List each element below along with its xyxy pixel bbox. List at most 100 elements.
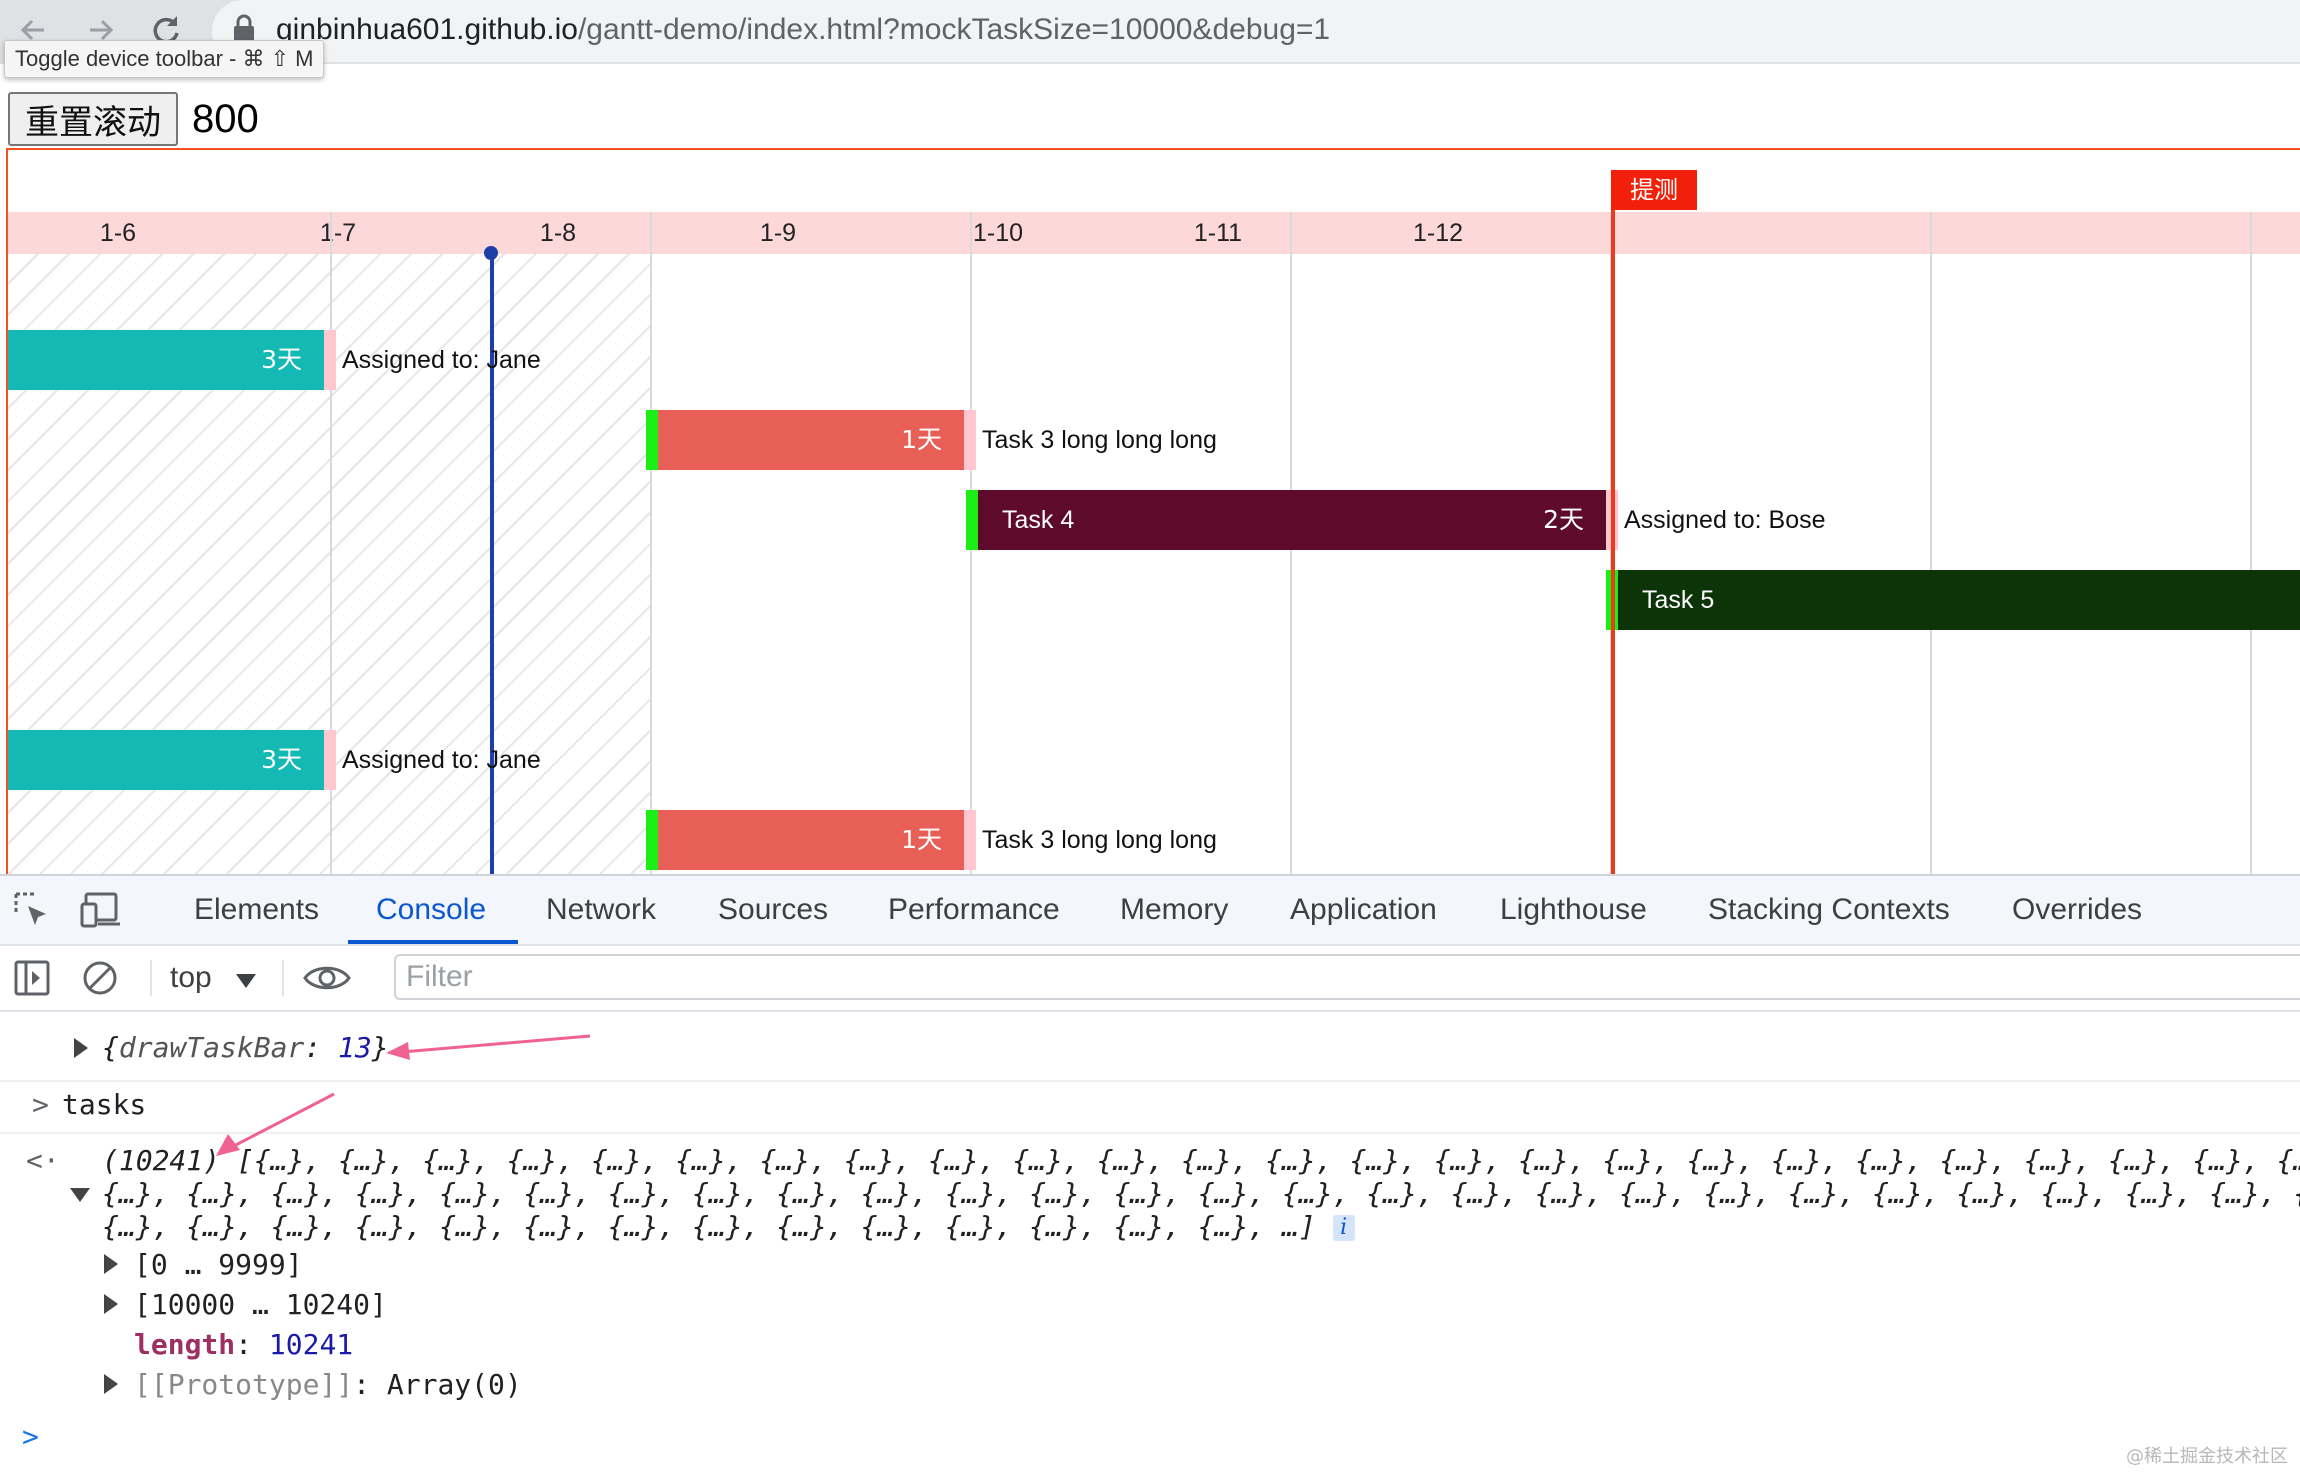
- log-value: 13: [338, 1031, 372, 1064]
- resize-handle-right[interactable]: [964, 410, 976, 470]
- grid-line: [2250, 212, 2252, 876]
- today-line: [490, 252, 494, 876]
- date-cell: 1-10: [972, 219, 1024, 247]
- url-host: qinbinhua601.github.io: [276, 13, 578, 46]
- console-toolbar: top: [0, 946, 2300, 1012]
- array-items: {…}, {…}, {…}, {…}, {…}, {…}, {…}, {…}, …: [102, 1210, 1316, 1243]
- forward-icon[interactable]: [80, 10, 120, 50]
- device-toolbar-icon[interactable]: [80, 890, 124, 935]
- info-icon[interactable]: i: [1332, 1215, 1355, 1241]
- console-command: tasks: [62, 1088, 147, 1121]
- task-bar[interactable]: 1天: [658, 810, 964, 870]
- console-input-prompt[interactable]: >: [22, 1420, 39, 1453]
- task-duration: 1天: [901, 825, 942, 854]
- sidebar-toggle-icon[interactable]: [12, 958, 52, 1003]
- annotation-arrow-icon: [216, 1092, 335, 1156]
- resize-handle-right[interactable]: [324, 330, 336, 390]
- tab-stacking-contexts[interactable]: Stacking Contexts: [1708, 893, 1950, 926]
- tab-performance[interactable]: Performance: [888, 893, 1060, 926]
- milestone-line: [1611, 210, 1615, 876]
- tab-application[interactable]: Application: [1290, 893, 1437, 926]
- array-prototype[interactable]: [[Prototype]]: Array(0): [134, 1368, 522, 1401]
- chevron-down-icon: [236, 959, 257, 999]
- prompt-chevron-icon: >: [32, 1088, 49, 1121]
- tab-sources[interactable]: Sources: [718, 893, 829, 926]
- task-name: Task 5: [1642, 586, 1715, 614]
- array-count: (10241): [102, 1144, 221, 1177]
- prototype-key: [[Prototype]]: [134, 1368, 354, 1401]
- url-path: /gantt-demo/index.html?mockTaskSize=1000…: [577, 13, 1331, 46]
- array-items: [{…}, {…}, {…}, {…}, {…}, {…}, {…}, {…},…: [236, 1144, 2300, 1177]
- scroll-value: 800: [192, 97, 259, 141]
- milestone-flag[interactable]: 提测: [1611, 170, 1697, 210]
- tab-console[interactable]: Console: [376, 893, 487, 926]
- tab-lighthouse[interactable]: Lighthouse: [1500, 893, 1647, 926]
- resize-handle-right[interactable]: [324, 730, 336, 790]
- task-bar[interactable]: 3天: [8, 330, 324, 390]
- lock-icon[interactable]: [232, 14, 256, 44]
- date-cell: 1-6: [99, 219, 137, 247]
- reload-icon[interactable]: [146, 10, 186, 50]
- gantt-chart[interactable]: 1-6 1-7 1-8 1-9 1-10 1-11 1-12 3天 Assign…: [6, 148, 2300, 876]
- inspect-element-icon[interactable]: [12, 890, 52, 935]
- expand-caret-icon[interactable]: [104, 1254, 118, 1274]
- toolbar-divider: [150, 960, 152, 996]
- length-value: 10241: [268, 1328, 354, 1361]
- date-cell: 1-8: [539, 219, 577, 247]
- expand-caret-icon[interactable]: [74, 1038, 88, 1058]
- grid-line: [1930, 212, 1932, 876]
- prototype-value: Array(0): [386, 1368, 522, 1401]
- array-preview-line: {…}, {…}, {…}, {…}, {…}, {…}, {…}, {…}, …: [102, 1177, 2300, 1210]
- console-log-object[interactable]: {drawTaskBar: 13}: [102, 1031, 389, 1064]
- resize-handle-left[interactable]: [646, 810, 658, 870]
- live-expression-eye-icon[interactable]: [302, 958, 352, 1003]
- array-range[interactable]: [10000 … 10240]: [134, 1288, 387, 1321]
- array-preview-line[interactable]: (10241) [{…}, {…}, {…}, {…}, {…}, {…}, {…: [102, 1144, 2300, 1178]
- task-duration: 3天: [261, 345, 302, 374]
- url-text[interactable]: qinbinhua601.github.io/gantt-demo/index.…: [276, 10, 1330, 50]
- tab-memory[interactable]: Memory: [1120, 893, 1229, 926]
- devtools-panel: Elements Console Network Sources Perform…: [0, 874, 2300, 1472]
- task-label: Task 3 long long long: [982, 826, 1217, 854]
- task-bar[interactable]: 3天: [8, 730, 324, 790]
- task-label: Assigned to: Bose: [1624, 506, 1826, 534]
- tab-overrides[interactable]: Overrides: [2012, 893, 2143, 926]
- context-selector[interactable]: top: [170, 958, 257, 999]
- devtools-tab-bar: Elements Console Network Sources Perform…: [0, 876, 2300, 946]
- today-marker: [484, 246, 498, 260]
- array-range[interactable]: [0 … 9999]: [134, 1248, 303, 1281]
- console-separator: [0, 1080, 2300, 1082]
- toolbar-divider: [282, 960, 284, 996]
- task-duration: 2天: [1543, 505, 1584, 534]
- task-duration: 3天: [261, 745, 302, 774]
- task-bar[interactable]: Task 5: [1618, 570, 2300, 630]
- resize-handle-left[interactable]: [966, 490, 978, 550]
- result-arrow-icon: <·: [26, 1144, 60, 1177]
- resize-handle-right[interactable]: [964, 810, 976, 870]
- resize-handle-left[interactable]: [646, 410, 658, 470]
- expand-caret-icon[interactable]: [104, 1374, 118, 1394]
- back-icon[interactable]: [14, 10, 54, 50]
- watermark: @稀土掘金技术社区: [2126, 1446, 2288, 1467]
- task-name: Task 4: [1002, 506, 1075, 534]
- expand-caret-icon[interactable]: [104, 1294, 118, 1314]
- context-value: top: [170, 961, 212, 994]
- console-filter-input[interactable]: [394, 954, 2300, 1000]
- console-separator: [0, 1132, 2300, 1134]
- address-bar[interactable]: [212, 0, 2300, 62]
- task-duration: 1天: [901, 425, 942, 454]
- date-header: 1-6 1-7 1-8 1-9 1-10 1-11 1-12: [8, 212, 2300, 254]
- reset-scroll-button[interactable]: 重置滚动: [8, 92, 178, 146]
- length-key: length: [134, 1328, 236, 1361]
- date-cell: 1-12: [1412, 219, 1464, 247]
- collapse-caret-icon[interactable]: [70, 1188, 90, 1202]
- tab-network[interactable]: Network: [546, 893, 657, 926]
- browser-toolbar: qinbinhua601.github.io/gantt-demo/index.…: [0, 0, 2300, 64]
- date-cell: 1-7: [319, 219, 357, 247]
- task-bar[interactable]: Task 4 2天: [978, 490, 1606, 550]
- task-label: Assigned to: Jane: [342, 746, 541, 774]
- tab-elements[interactable]: Elements: [194, 893, 320, 926]
- clear-console-icon[interactable]: [80, 958, 120, 1003]
- task-bar[interactable]: 1天: [658, 410, 964, 470]
- active-tab-indicator: [348, 940, 518, 944]
